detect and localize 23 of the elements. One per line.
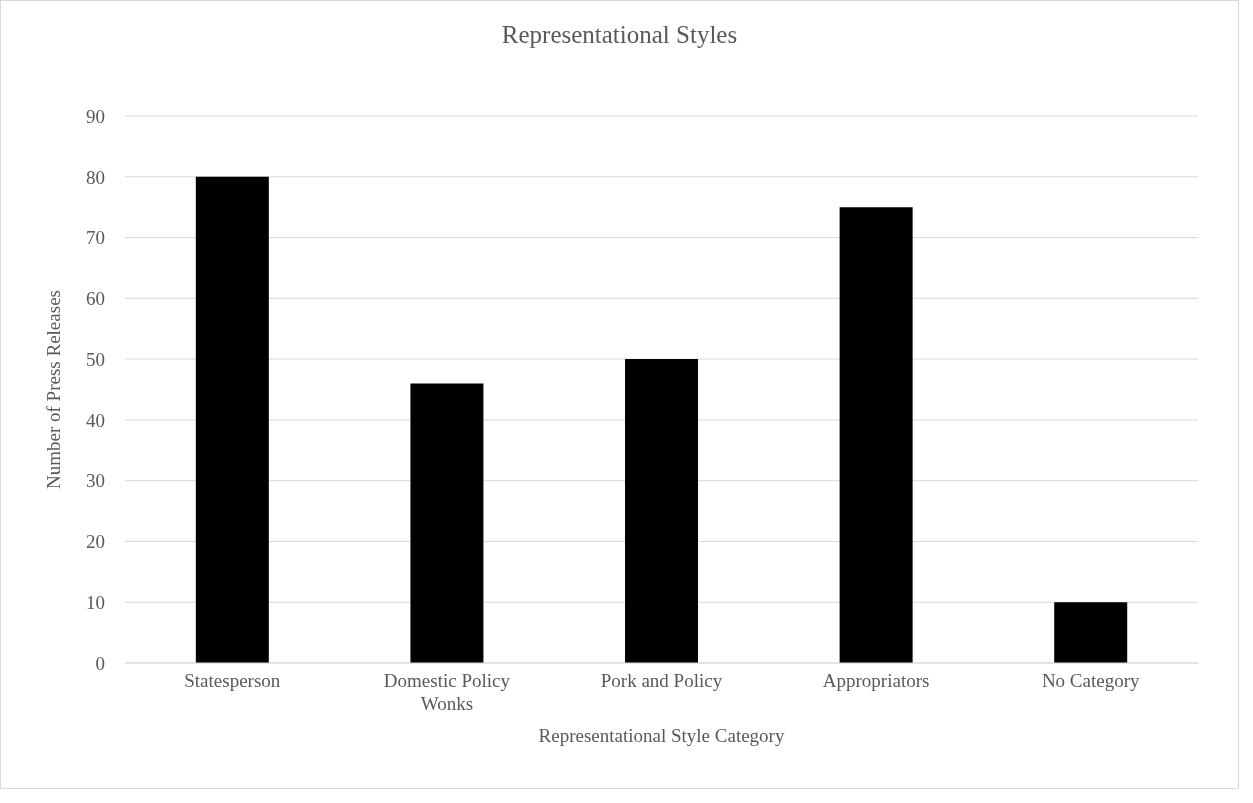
y-tick-label: 80 bbox=[86, 166, 105, 188]
x-tick-label: Pork and Policy bbox=[600, 670, 723, 691]
x-tick-label: Statesperson bbox=[184, 670, 281, 691]
y-axis-title: Number of Press Releases bbox=[42, 290, 64, 489]
x-tick-label: Domestic Policy Wonks bbox=[383, 670, 511, 714]
bar bbox=[410, 383, 484, 663]
y-tick-label: 50 bbox=[86, 348, 105, 370]
bar bbox=[195, 176, 269, 663]
y-tick-label: 0 bbox=[95, 652, 105, 674]
bar bbox=[839, 207, 913, 663]
bar bbox=[1054, 602, 1128, 663]
y-tick-label: 40 bbox=[86, 409, 105, 431]
x-tick-label: No Category bbox=[1041, 670, 1140, 691]
y-tick-label: 30 bbox=[86, 470, 105, 492]
y-tick-label: 70 bbox=[86, 227, 105, 249]
x-axis-title: Representational Style Category bbox=[538, 725, 785, 746]
bar bbox=[625, 359, 699, 663]
y-tick-label: 90 bbox=[86, 105, 105, 127]
y-tick-label: 60 bbox=[86, 288, 105, 310]
y-tick-label: 10 bbox=[86, 591, 105, 613]
chart-title: Representational Styles bbox=[500, 21, 739, 49]
y-tick-label: 20 bbox=[86, 531, 105, 553]
x-tick-label: Appropriators bbox=[822, 670, 930, 691]
